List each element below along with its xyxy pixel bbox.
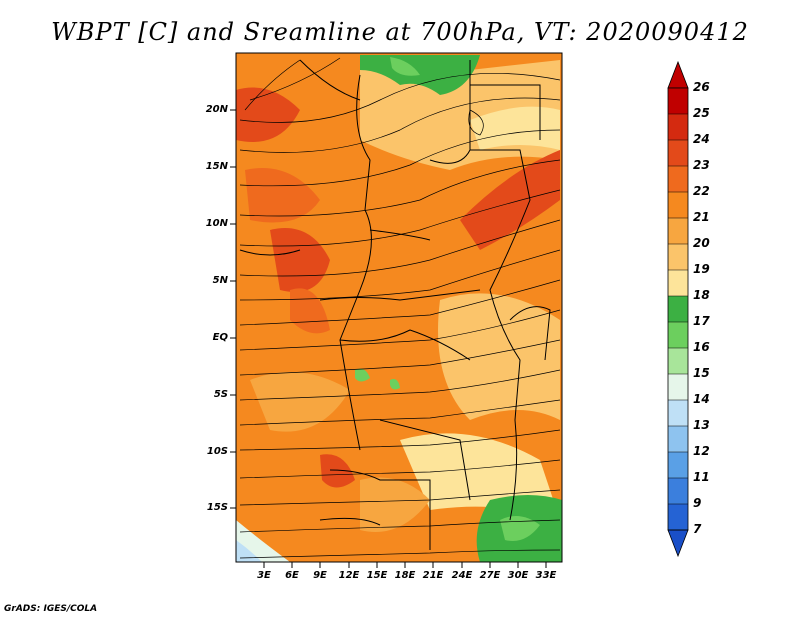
colorbar-swatch — [668, 192, 688, 218]
lon-label: 21E — [422, 570, 444, 581]
lat-label: 5S — [213, 389, 228, 400]
axis-ticks — [230, 109, 547, 568]
colorbar-label: 25 — [693, 106, 710, 120]
lat-label: 15S — [206, 502, 228, 513]
lon-label: 12E — [338, 570, 360, 581]
colorbar-label: 7 — [693, 522, 702, 536]
colorbar-label: 16 — [693, 340, 710, 354]
colorbar-label: 17 — [693, 314, 710, 328]
colorbar-bottom-arrow — [667, 529, 689, 558]
colorbar-swatch — [668, 374, 688, 400]
colorbar-swatch — [668, 452, 688, 478]
colorbar-swatch — [668, 88, 688, 114]
lon-label: 33E — [535, 570, 557, 581]
lon-label: 18E — [394, 570, 416, 581]
colorbar-label: 15 — [693, 366, 710, 380]
colorbar-top-arrow — [667, 60, 689, 89]
lon-label: 27E — [479, 570, 501, 581]
lon-label: 24E — [451, 570, 473, 581]
lat-label: 20N — [205, 104, 228, 115]
colorbar-swatch — [668, 270, 688, 296]
lon-label: 9E — [313, 570, 327, 581]
colorbar-label: 19 — [693, 262, 710, 276]
colorbar-label: 14 — [693, 392, 710, 406]
colorbar-label: 9 — [693, 496, 702, 510]
colorbar-label: 11 — [693, 470, 710, 484]
colorbar-label: 22 — [693, 184, 710, 198]
colorbar-label: 21 — [693, 210, 710, 224]
colorbar-label: 13 — [693, 418, 710, 432]
colorbar-swatch — [668, 322, 688, 348]
colorbar — [667, 60, 689, 558]
lat-label: 10S — [206, 446, 228, 457]
colorbar-swatch — [668, 296, 688, 322]
country-borders — [239, 59, 551, 550]
lat-label: 5N — [212, 275, 228, 286]
lon-label: 30E — [507, 570, 529, 581]
colorbar-label: 26 — [693, 80, 710, 94]
colorbar-label: 20 — [693, 236, 710, 250]
colorbar-swatch — [668, 114, 688, 140]
lon-label: 6E — [285, 570, 299, 581]
colorbar-swatch — [668, 244, 688, 270]
colorbar-swatch — [668, 426, 688, 452]
colorbar-outline — [667, 87, 689, 531]
map-frame — [235, 52, 563, 563]
lat-label: 10N — [205, 218, 228, 229]
lon-label: 3E — [257, 570, 271, 581]
footer-credit: GrADS: IGES/COLA — [4, 604, 98, 614]
colorbar-label: 12 — [693, 444, 710, 458]
wbpt-field — [236, 53, 562, 562]
lat-label: EQ — [212, 332, 228, 343]
colorbar-swatch — [668, 166, 688, 192]
colorbar-swatch — [668, 504, 688, 530]
colorbar-label: 24 — [693, 132, 710, 146]
lat-label: 15N — [205, 161, 228, 172]
colorbar-label: 18 — [693, 288, 710, 302]
colorbar-swatch — [668, 140, 688, 166]
streamlines — [239, 57, 561, 559]
colorbar-label: 23 — [693, 158, 710, 172]
colorbar-swatch — [668, 218, 688, 244]
lon-label: 15E — [366, 570, 388, 581]
map-title: WBPT [C] and Sreamline at 700hPa, VT: 20… — [51, 18, 749, 46]
colorbar-swatch — [668, 478, 688, 504]
colorbar-swatch — [668, 400, 688, 426]
colorbar-swatch — [668, 348, 688, 374]
